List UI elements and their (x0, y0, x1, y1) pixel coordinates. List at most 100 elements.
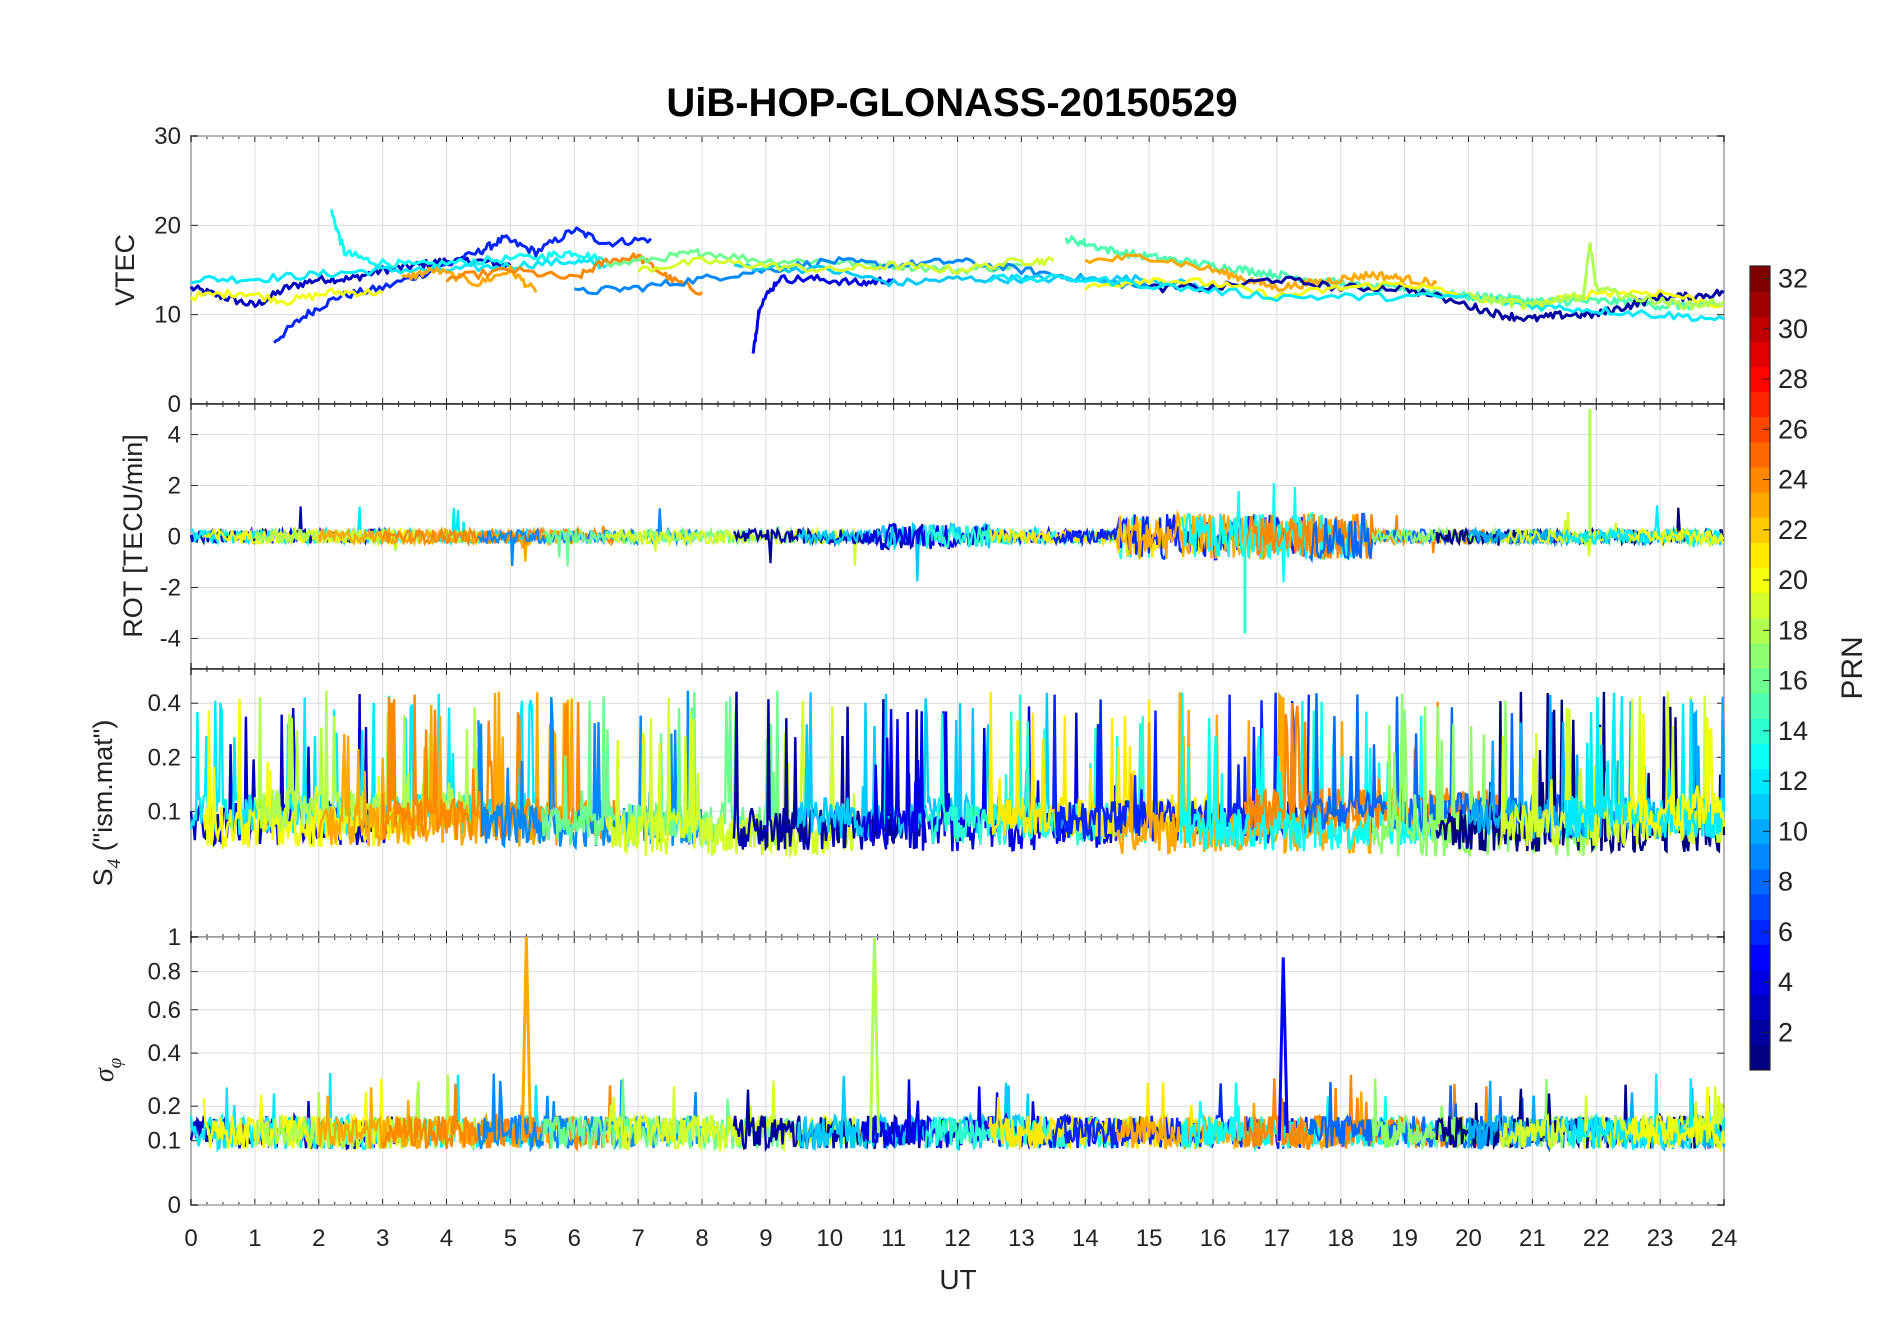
panel-s4: 0.1 0.2 0.4 S4 ("ism.mat") (88, 668, 1726, 938)
panel-s4-series (189, 690, 1726, 859)
x-tick-label: 1 (248, 1225, 261, 1252)
sigma-spike (868, 936, 880, 1141)
sigma-series-line (381, 1083, 627, 1153)
rot-series-line (1627, 527, 1724, 547)
colorbar-tick-label: 10 (1778, 816, 1808, 846)
panel-rot-ylabel: ROT [TECU/min] (118, 434, 148, 638)
sigma-spike (520, 936, 532, 1141)
colorbar-tick-label: 14 (1778, 716, 1808, 746)
y-tick-label: 0 (168, 391, 181, 418)
colorbar-swatch (1750, 416, 1770, 443)
x-tick-label: 23 (1647, 1225, 1674, 1252)
y-tick-label: 30 (154, 123, 181, 150)
y-tick-label: 20 (154, 212, 181, 239)
x-tick-label: 4 (440, 1225, 453, 1252)
vtec-series-line (1148, 275, 1725, 323)
sigma-series-line (1627, 1086, 1725, 1153)
colorbar-tick-label: 8 (1778, 867, 1793, 897)
vtec-series-line (988, 273, 1725, 323)
vtec-series-line (751, 273, 895, 354)
colorbar-tick-label: 4 (1778, 967, 1793, 997)
colorbar-swatch (1750, 869, 1770, 895)
vtec-series-line (445, 252, 703, 296)
colorbar-swatch (1750, 843, 1770, 870)
x-tick-label: 9 (759, 1225, 772, 1252)
colorbar-tick-label: 16 (1778, 666, 1808, 696)
x-axis-label: UT (939, 1264, 976, 1295)
colorbar-swatch (1750, 1019, 1770, 1046)
y-tick-label: 4 (168, 422, 181, 449)
colorbar-swatch (1750, 592, 1770, 619)
x-tick-label: 0 (184, 1225, 197, 1252)
colorbar-tick-label: 24 (1778, 465, 1808, 495)
x-axis-ticks: 0 1 2 3 4 5 6 7 8 9 10 11 12 13 14 15 16 17 18 19 20 21 22 23 24 (184, 1225, 1737, 1252)
y-tick-label: 1 (168, 924, 181, 951)
colorbar-swatch (1750, 994, 1770, 1021)
y-tick-label: -2 (160, 574, 181, 601)
colorbar-swatch (1750, 768, 1770, 795)
panel-s4-ylabel: S4 ("ism.mat") (88, 720, 125, 887)
x-tick-label: 5 (504, 1225, 517, 1252)
x-tick-label: 7 (631, 1225, 644, 1252)
x-tick-label: 18 (1327, 1225, 1354, 1252)
panel-sigma-yticks: 0 0.1 0.2 0.4 0.6 0.8 1 (148, 924, 181, 1219)
sigma-series-line (477, 1073, 704, 1153)
y-tick-label: 0.4 (148, 1040, 181, 1067)
vtec-series-line (190, 287, 383, 307)
panel-vtec: 0 10 20 30 VTEC (110, 123, 1726, 418)
vtec-series-line (190, 257, 608, 285)
vtec-series-line (1467, 242, 1726, 311)
y-tick-label: 2 (168, 473, 181, 500)
x-tick-label: 22 (1583, 1225, 1610, 1252)
colorbar-swatch (1750, 894, 1770, 920)
vtec-series-line (401, 265, 538, 293)
x-tick-label: 8 (695, 1225, 708, 1252)
y-tick-label: 0.2 (148, 744, 181, 771)
colorbar-swatch (1750, 969, 1770, 996)
vtec-series-line (1084, 253, 1438, 293)
colorbar-swatch (1750, 617, 1770, 644)
x-tick-label: 2 (312, 1225, 325, 1252)
y-tick-label: 10 (154, 302, 181, 329)
colorbar-frame (1749, 265, 1771, 1071)
y-tick-label: 0 (168, 524, 181, 551)
panel-rot-yticks: -4 -2 0 2 4 (160, 422, 181, 653)
y-tick-label: -4 (160, 625, 181, 652)
colorbar-swatches (1750, 266, 1770, 1071)
colorbar-tick-label: 6 (1778, 917, 1793, 947)
vtec-series-line (272, 226, 652, 344)
y-tick-label: 0 (168, 1192, 181, 1219)
vtec-series-line (1064, 234, 1725, 311)
s4-series-line (1627, 713, 1726, 832)
x-tick-label: 16 (1200, 1225, 1227, 1252)
colorbar-swatch (1750, 391, 1770, 418)
panel-sigma-series (189, 936, 1726, 1154)
x-tick-label: 3 (376, 1225, 389, 1252)
colorbar-swatch (1750, 642, 1770, 669)
sigma-spike (1277, 957, 1289, 1141)
colorbar-swatch (1750, 944, 1770, 970)
x-tick-label: 14 (1072, 1225, 1099, 1252)
colorbar-tick-label: 26 (1778, 414, 1808, 444)
s4-series-line (1116, 691, 1374, 855)
colorbar-swatch (1750, 366, 1770, 393)
y-tick-label: 0.2 (148, 1093, 181, 1120)
colorbar-swatch (1750, 291, 1770, 317)
x-tick-label: 13 (1008, 1225, 1035, 1252)
x-tick-label: 11 (881, 1225, 906, 1252)
x-tick-label: 15 (1136, 1225, 1163, 1252)
s4-series-line (988, 691, 1215, 840)
colorbar-tick-label: 20 (1778, 565, 1808, 595)
colorbar-swatch (1750, 266, 1770, 292)
colorbar-swatch (1750, 1044, 1770, 1071)
colorbar-swatch (1750, 693, 1770, 719)
colorbar-swatch (1750, 441, 1770, 468)
colorbar-label: PRN (1836, 636, 1869, 699)
colorbar-tick-label: 32 (1778, 264, 1808, 294)
panel-vtec-series (189, 209, 1726, 354)
x-tick-label: 21 (1519, 1225, 1546, 1252)
vtec-series-line (330, 209, 607, 269)
colorbar-swatch (1750, 818, 1770, 845)
